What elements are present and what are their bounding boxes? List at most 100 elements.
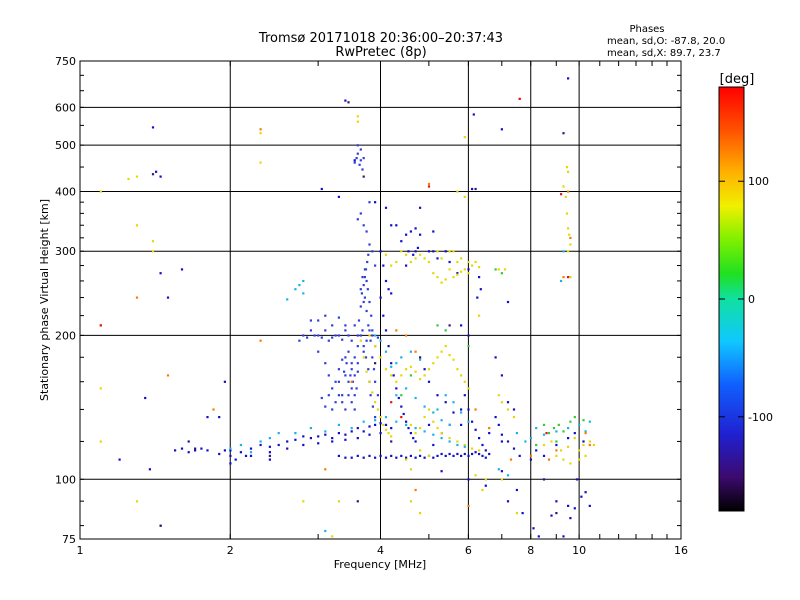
- data-point: [506, 474, 510, 477]
- data-point: [350, 339, 353, 342]
- phase-info: Phases mean, sd,O: -87.8, 20.0 mean, sd,…: [607, 24, 725, 59]
- data-point: [194, 449, 197, 452]
- data-point: [324, 433, 327, 436]
- data-point: [390, 440, 393, 443]
- data-point: [518, 454, 521, 457]
- data-point: [402, 412, 405, 416]
- data-point: [371, 334, 374, 337]
- data-point: [484, 478, 487, 481]
- data-point: [363, 296, 366, 299]
- data-point: [547, 432, 551, 435]
- data-point: [313, 334, 316, 337]
- data-point: [409, 500, 412, 503]
- data-point: [390, 401, 393, 404]
- data-point: [484, 449, 487, 452]
- data-point: [419, 454, 422, 457]
- data-point: [353, 374, 356, 377]
- data-point: [562, 132, 565, 135]
- data-point: [562, 276, 565, 279]
- data-point: [371, 405, 374, 408]
- data-point: [371, 329, 374, 332]
- data-point: [440, 419, 443, 422]
- data-point: [362, 420, 365, 423]
- data-point: [379, 454, 382, 457]
- data-point: [349, 374, 352, 377]
- data-point: [356, 120, 359, 123]
- data-point: [494, 356, 497, 359]
- data-point: [384, 423, 388, 426]
- data-point: [390, 454, 393, 457]
- data-point: [200, 447, 203, 450]
- colorbar-tick-label: 100: [748, 175, 769, 188]
- data-point: [362, 456, 365, 459]
- data-point: [362, 350, 365, 353]
- data-point: [337, 423, 340, 426]
- data-point: [500, 433, 503, 436]
- data-point: [324, 314, 327, 317]
- data-point: [345, 362, 348, 365]
- data-point: [567, 276, 570, 279]
- data-point: [218, 416, 221, 419]
- data-point: [463, 394, 466, 397]
- data-point: [374, 456, 377, 459]
- data-point: [452, 250, 455, 253]
- data-point: [456, 273, 459, 276]
- data-point: [582, 419, 585, 422]
- data-point: [344, 456, 347, 459]
- data-point: [350, 362, 353, 365]
- data-point: [436, 250, 439, 253]
- data-point: [409, 432, 412, 435]
- data-point: [414, 440, 417, 443]
- data-point: [567, 427, 570, 430]
- data-point: [206, 449, 209, 452]
- data-point: [481, 443, 484, 447]
- data-point: [512, 408, 516, 411]
- data-point: [306, 336, 309, 339]
- data-point: [151, 250, 155, 253]
- data-point: [478, 314, 481, 317]
- data-point: [500, 128, 503, 131]
- grid-lines: [80, 61, 681, 539]
- data-point: [166, 374, 170, 377]
- data-point: [400, 405, 403, 408]
- data-point: [350, 387, 353, 390]
- data-point: [580, 495, 583, 498]
- data-point: [569, 243, 572, 246]
- data-point: [419, 378, 422, 381]
- data-point: [500, 272, 503, 275]
- data-point: [341, 394, 344, 397]
- data-point: [259, 128, 262, 131]
- data-point: [268, 445, 271, 448]
- data-point: [369, 394, 372, 397]
- data-point: [334, 334, 337, 337]
- data-point: [567, 504, 570, 507]
- data-point: [448, 437, 451, 440]
- data-point: [331, 336, 334, 339]
- data-point: [400, 454, 403, 457]
- data-point: [368, 243, 371, 246]
- data-point: [452, 276, 455, 279]
- data-point: [387, 432, 390, 435]
- data-point: [294, 438, 297, 441]
- data-point: [467, 420, 470, 423]
- data-point: [309, 319, 312, 322]
- data-point: [384, 329, 388, 332]
- data-point: [423, 416, 426, 419]
- data-point: [379, 432, 382, 435]
- data-point: [356, 152, 359, 155]
- data-point: [562, 250, 565, 253]
- data-point: [567, 250, 570, 253]
- data-point: [515, 432, 518, 435]
- data-point: [535, 427, 538, 430]
- data-point: [337, 432, 340, 435]
- data-point: [379, 339, 382, 342]
- data-point: [180, 447, 184, 450]
- data-point: [448, 354, 451, 357]
- data-point: [423, 374, 426, 377]
- x-tick-label: 6: [465, 544, 472, 557]
- data-point: [344, 438, 347, 441]
- data-point: [362, 175, 365, 178]
- data-point: [423, 456, 426, 459]
- data-point: [229, 447, 232, 450]
- data-point: [365, 339, 368, 342]
